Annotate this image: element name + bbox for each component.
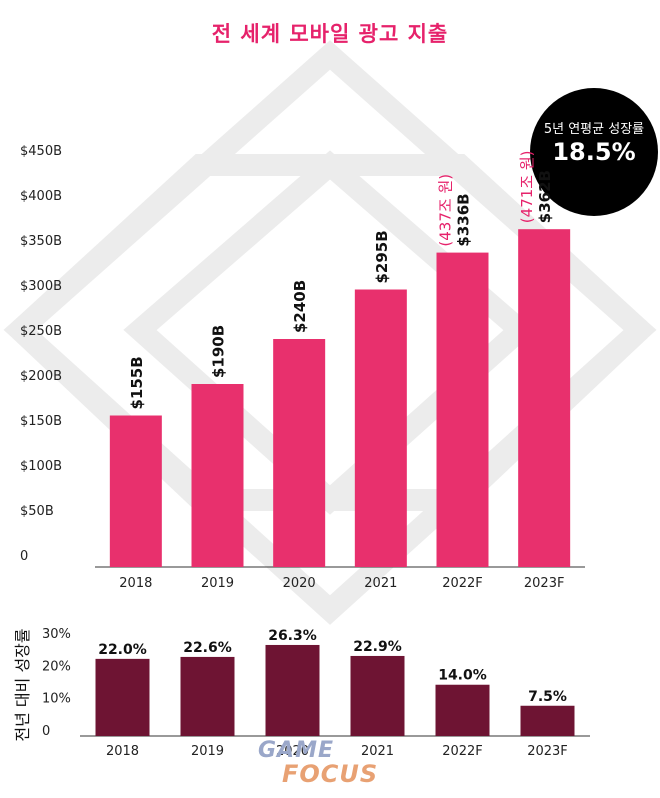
y-tick-label: $300B <box>20 279 62 294</box>
growth-x-tick-label: 2020 <box>276 744 309 759</box>
growth-y-tick-label: 20% <box>42 659 71 674</box>
growth-value-label: 22.0% <box>98 642 147 658</box>
chart-title: 전 세계 모바일 광고 지출 <box>211 22 449 46</box>
growth-y-tick-label: 10% <box>42 692 71 707</box>
x-tick-label: 2019 <box>201 576 234 591</box>
growth-value-label: 22.6% <box>183 640 232 656</box>
spend-bar <box>436 252 489 567</box>
y-tick-label: $250B <box>20 324 62 339</box>
bar-value-label: $362B <box>536 170 554 223</box>
bar-value-label: $240B <box>291 280 309 333</box>
krw-value-label: (437조 원) <box>437 174 455 247</box>
y-tick-label: 0 <box>20 549 28 564</box>
growth-value-label: 14.0% <box>438 668 487 684</box>
y-tick-label: $50B <box>20 504 54 519</box>
spend-bar <box>518 229 571 567</box>
growth-y-tick-label: 0 <box>42 724 50 739</box>
spend-bar-chart: 0 $50B $100B $150B $200B $250B $300B $350B $400B… <box>20 144 585 591</box>
bar-value-label: $295B <box>373 230 391 283</box>
growth-x-tick-label: 2023F <box>527 744 568 759</box>
x-tick-label: 2021 <box>364 576 397 591</box>
y-tick-label: $450B <box>20 144 62 159</box>
growth-y-tick-label: 30% <box>42 627 71 642</box>
growth-value-label: 26.3% <box>268 628 317 644</box>
growth-x-tick-label: 2018 <box>106 744 139 759</box>
y-tick-label: $100B <box>20 459 62 474</box>
growth-value-label: 7.5% <box>528 689 567 705</box>
growth-bar <box>435 684 490 736</box>
y-tick-label: $400B <box>20 189 62 204</box>
y-tick-label: $200B <box>20 369 62 384</box>
growth-x-tick-label: 2019 <box>191 744 224 759</box>
spend-bar <box>273 339 326 567</box>
x-tick-label: 2022F <box>442 576 483 591</box>
growth-x-tick-label: 2022F <box>442 744 483 759</box>
logo-line-2: FOCUS <box>282 760 379 788</box>
cagr-badge: 5년 연평균 성장률 18.5% <box>530 88 658 216</box>
x-tick-label: 2020 <box>283 576 316 591</box>
krw-value-label: (471조 원) <box>518 150 536 223</box>
cagr-label: 5년 연평균 성장률 <box>543 122 645 137</box>
spend-bar <box>109 415 162 567</box>
cagr-value: 18.5% <box>552 138 636 166</box>
growth-value-label: 22.9% <box>353 639 402 655</box>
game-focus-logo: GAME FOCUS <box>258 738 408 794</box>
growth-bar <box>180 656 235 736</box>
x-tick-label: 2018 <box>119 576 152 591</box>
bar-value-label: $190B <box>210 325 228 378</box>
y-tick-label: $150B <box>20 414 62 429</box>
growth-bar <box>95 658 150 736</box>
growth-axis-title: 전년 대비 성장률 <box>13 628 32 741</box>
growth-bar <box>350 655 405 736</box>
bar-value-label: $336B <box>455 193 473 246</box>
spend-bar <box>354 289 407 567</box>
y-tick-label: $350B <box>20 234 62 249</box>
spend-bar <box>191 384 244 567</box>
growth-bar <box>520 705 575 736</box>
x-tick-label: 2023F <box>524 576 565 591</box>
logo-line-1: GAME <box>258 738 335 763</box>
growth-bar-chart: 0 10% 20% 30% 22.0% 2018 22.6% 2019 26.3% 2020 22.… <box>42 627 590 759</box>
growth-x-tick-label: 2021 <box>361 744 394 759</box>
growth-bar <box>265 644 320 736</box>
bar-value-label: $155B <box>128 356 146 409</box>
